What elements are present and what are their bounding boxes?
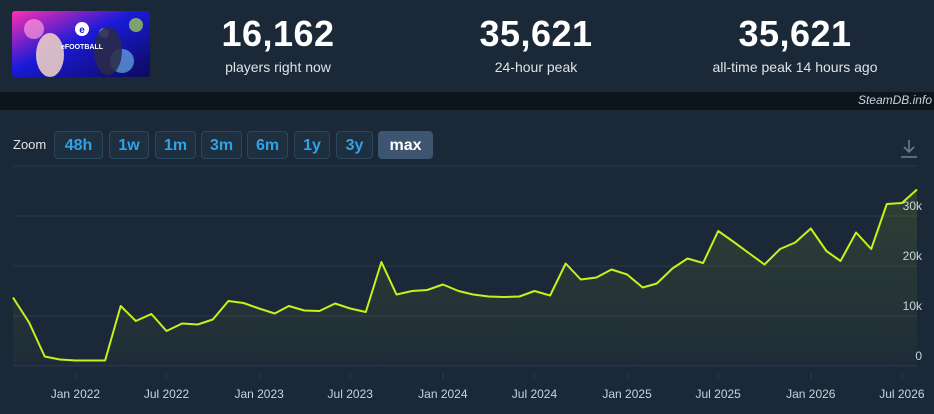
peak-24h-label: 24-hour peak [494, 59, 578, 75]
download-icon[interactable] [899, 138, 919, 160]
credit-strip: SteamDB.info [0, 92, 934, 110]
zoom-6m-button[interactable]: 6m [247, 131, 288, 159]
all-time-peak-value: 35,621 [738, 13, 852, 54]
zoom-max-button[interactable]: max [378, 131, 433, 159]
x-axis-ticks [74, 373, 903, 379]
x-tick-label: Jul 2025 [695, 387, 741, 401]
y-tick-label: 30k [903, 199, 923, 213]
peak-24h-stat: 35,621 24-hour peak [446, 14, 626, 76]
peak-24h-value: 35,621 [479, 13, 593, 54]
players-now-stat: 16,162 players right now [188, 14, 368, 76]
efootball-logo: e eFOOTBALL [12, 11, 150, 77]
svg-text:e: e [79, 25, 85, 36]
zoom-1w-button[interactable]: 1w [109, 131, 149, 159]
y-tick-label: 0 [915, 349, 922, 363]
series-line [12, 188, 918, 362]
zoom-1m-button[interactable]: 1m [155, 131, 196, 159]
steamdb-credit-link[interactable]: SteamDB.info [857, 93, 932, 107]
zoom-48h-button[interactable]: 48h [54, 131, 103, 159]
x-tick-label: Jul 2023 [328, 387, 374, 401]
chart-panel: Zoom 48h 1w 1m 3m 6m 1y 3y max 0 10k 20k 30… [0, 110, 934, 414]
svg-text:eFOOTBALL: eFOOTBALL [61, 44, 104, 51]
x-axis-labels: Jan 2022 Jul 2022 Jan 2023 Jul 2023 Jan 2024… [51, 387, 925, 401]
x-tick-label: Jan 2023 [234, 387, 284, 401]
all-time-peak-stat: 35,621 all-time peak 14 hours ago [680, 14, 910, 76]
game-thumbnail[interactable]: e eFOOTBALL [12, 11, 150, 77]
all-time-peak-label: all-time peak 14 hours ago [712, 59, 878, 75]
zoom-label: Zoom [13, 137, 47, 152]
x-tick-label: Jan 2024 [418, 387, 468, 401]
x-tick-label: Jul 2022 [144, 387, 190, 401]
players-now-label: players right now [225, 59, 331, 75]
x-tick-label: Jul 2024 [512, 387, 558, 401]
y-axis-labels: 0 10k 20k 30k [903, 199, 923, 363]
player-count-chart: 0 10k 20k 30k Jan 2022 Jul 2022 Jan 2023 Jul 2… [12, 165, 925, 401]
x-tick-label: Jan 2026 [786, 387, 836, 401]
stats-header: e eFOOTBALL 16,162 players right now 35,… [0, 0, 934, 92]
players-now-value: 16,162 [221, 13, 335, 54]
zoom-3m-button[interactable]: 3m [201, 131, 242, 159]
series-area [13, 189, 917, 366]
x-tick-label: Jan 2022 [51, 387, 101, 401]
zoom-1y-button[interactable]: 1y [294, 131, 330, 159]
x-tick-label: Jan 2025 [602, 387, 652, 401]
y-tick-label: 10k [903, 299, 923, 313]
zoom-3y-button[interactable]: 3y [336, 131, 373, 159]
x-tick-label: Jul 2026 [879, 387, 925, 401]
y-tick-label: 20k [903, 249, 923, 263]
